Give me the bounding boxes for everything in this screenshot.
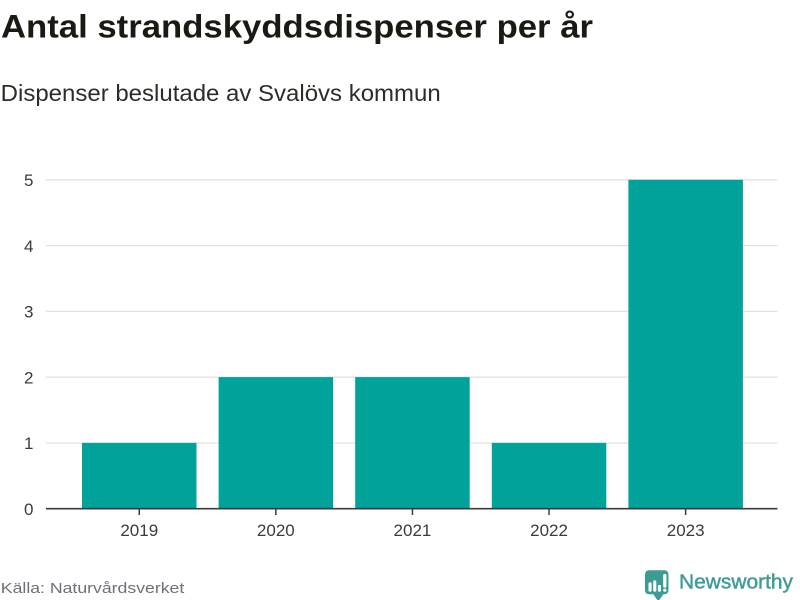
- svg-text:0: 0: [24, 500, 33, 519]
- svg-text:5: 5: [24, 171, 33, 190]
- svg-text:1: 1: [24, 434, 33, 453]
- svg-text:Dispenser beslutade av Svalövs: Dispenser beslutade av Svalövs kommun: [1, 80, 441, 106]
- svg-text:4: 4: [24, 237, 33, 256]
- svg-text:Newsworthy: Newsworthy: [679, 570, 794, 593]
- svg-text:2020: 2020: [257, 521, 295, 540]
- svg-text:2019: 2019: [120, 521, 158, 540]
- svg-text:2021: 2021: [394, 521, 432, 540]
- svg-text:Antal strandskyddsdispenser pe: Antal strandskyddsdispenser per år: [1, 9, 593, 45]
- svg-text:3: 3: [24, 303, 33, 322]
- svg-text:Källa: Naturvårdsverket: Källa: Naturvårdsverket: [1, 580, 185, 597]
- svg-text:2023: 2023: [667, 521, 705, 540]
- svg-text:2022: 2022: [530, 521, 568, 540]
- svg-text:2: 2: [24, 368, 33, 387]
